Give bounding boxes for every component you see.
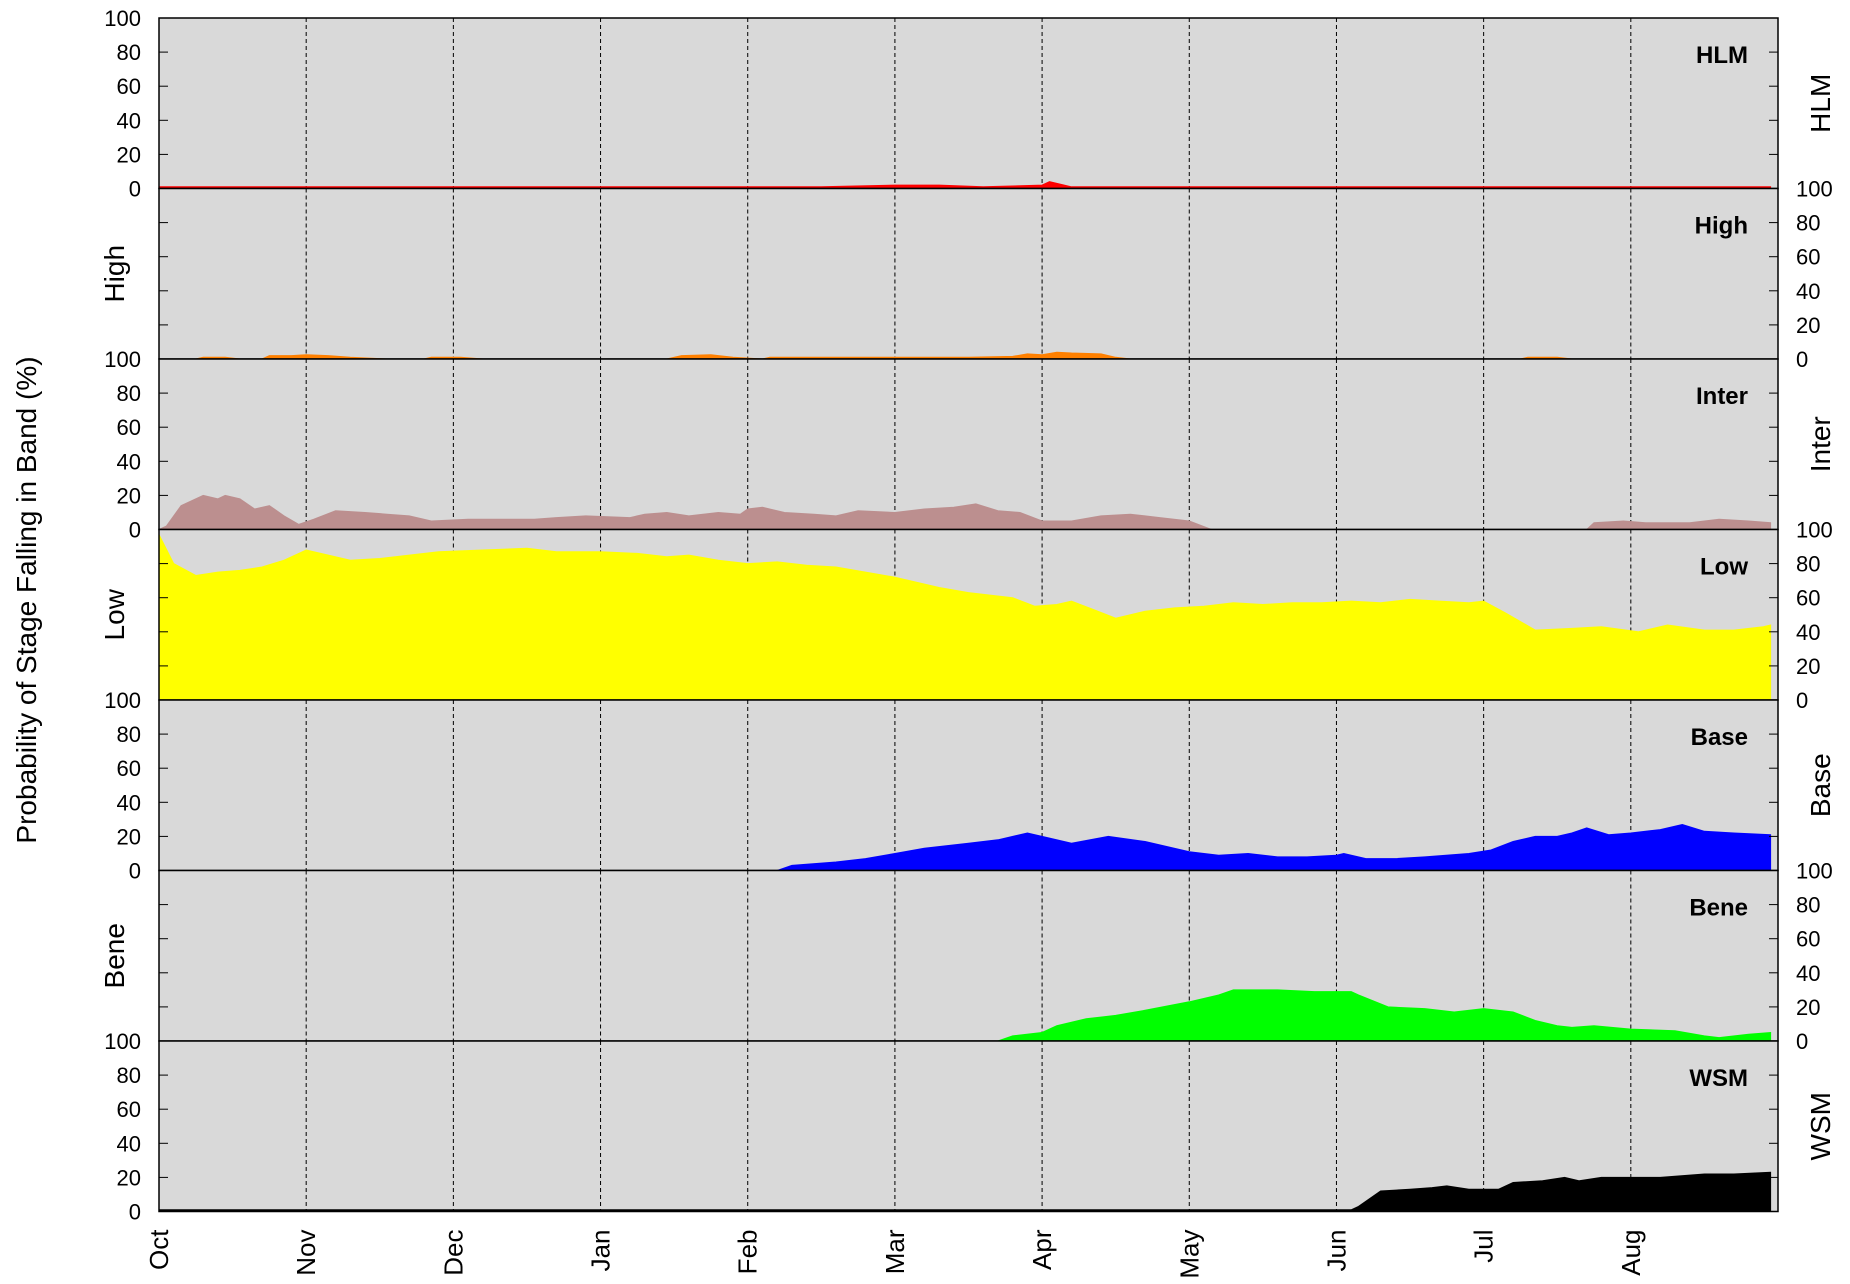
- y-tick-label: 0: [1796, 688, 1808, 713]
- y-tick-label: 0: [1796, 347, 1808, 372]
- y-tick-label: 0: [129, 518, 141, 543]
- panel-side-label: HLM: [1805, 74, 1836, 133]
- panel-low: 0 20 40 60 80 100 Low Low: [99, 518, 1833, 714]
- y-tick-label: 20: [1796, 313, 1820, 338]
- y-tick-label: 100: [1796, 518, 1833, 543]
- panel-frame: [158, 1040, 1779, 1213]
- panel-title: WSM: [1689, 1065, 1748, 1092]
- x-tick-label-mar: Mar: [880, 1229, 910, 1274]
- y-tick-label: 0: [129, 1200, 141, 1225]
- x-tick-label-nov: Nov: [291, 1230, 321, 1276]
- y-tick-label: 20: [117, 824, 141, 849]
- panel-base: 0 20 40 60 80 100 Base Base: [104, 688, 1836, 884]
- y-tick-label: 40: [1796, 620, 1820, 645]
- x-tick-label-dec: Dec: [438, 1230, 468, 1276]
- y-tick-label: 80: [117, 1063, 141, 1088]
- panel-side-label: High: [99, 245, 130, 303]
- x-tick-label-apr: Apr: [1027, 1229, 1057, 1270]
- y-tick-label: 100: [104, 688, 141, 713]
- panel-title: Bene: [1689, 895, 1748, 922]
- panel-background: [159, 870, 1778, 1041]
- y-tick-label: 40: [117, 790, 141, 815]
- panel-wsm: 0 20 40 60 80 100 WSM WSM: [104, 1029, 1836, 1225]
- y-tick-label: 20: [117, 1165, 141, 1190]
- y-axis-title: Probability of Stage Falling in Band (%): [11, 356, 42, 843]
- y-tick-label: 100: [1796, 177, 1833, 202]
- panel-title: Low: [1700, 554, 1748, 581]
- y-tick-label: 80: [117, 381, 141, 406]
- y-tick-label: 100: [104, 347, 141, 372]
- y-tick-label: 0: [129, 859, 141, 884]
- y-tick-label: 100: [104, 6, 141, 31]
- area-series-low: [158, 534, 1772, 701]
- panel-side-label: Bene: [99, 923, 130, 988]
- panel-title: Base: [1691, 724, 1748, 751]
- y-tick-label: 100: [104, 1029, 141, 1054]
- y-tick-label: 60: [117, 74, 141, 99]
- panel-high: 0 20 40 60 80 100 High High: [99, 177, 1833, 373]
- panel-background: [159, 18, 1778, 189]
- y-tick-label: 40: [1796, 961, 1820, 986]
- panel-bene: 0 20 40 60 80 100 Bene Bene: [99, 859, 1833, 1055]
- y-tick-label: 80: [117, 40, 141, 65]
- x-tick-label-feb: Feb: [733, 1230, 763, 1275]
- area-series-bene: [159, 989, 1772, 1042]
- panel-inter: 0 20 40 60 80 100 Inter Inter: [104, 347, 1836, 543]
- y-tick-label: 40: [1796, 279, 1820, 304]
- y-tick-label: 80: [117, 722, 141, 747]
- y-tick-label: 0: [129, 177, 141, 202]
- y-tick-label: 80: [1796, 893, 1820, 918]
- y-tick-label: 80: [1796, 211, 1820, 236]
- y-tick-label: 0: [1796, 1029, 1808, 1054]
- y-tick-label: 20: [117, 483, 141, 508]
- x-tick-label-jun: Jun: [1321, 1230, 1351, 1272]
- x-axis-month-labels: Oct Nov Dec Jan Feb Mar Apr May Jun Jul Aug: [144, 1229, 1646, 1279]
- y-tick-label: 40: [117, 1131, 141, 1156]
- panel-background: [159, 188, 1778, 359]
- y-tick-label: 20: [117, 142, 141, 167]
- panel-side-label: Low: [99, 588, 130, 640]
- y-tick-label: 60: [1796, 586, 1820, 611]
- x-tick-label-oct: Oct: [144, 1229, 174, 1270]
- x-tick-label-may: May: [1174, 1230, 1204, 1279]
- x-tick-label-jan: Jan: [586, 1230, 616, 1272]
- area-series-base: [159, 823, 1772, 871]
- y-tick-label: 60: [117, 756, 141, 781]
- panel-title: Inter: [1696, 383, 1748, 410]
- y-tick-label: 60: [117, 415, 141, 440]
- y-tick-label: 20: [1796, 654, 1820, 679]
- y-tick-label: 40: [117, 108, 141, 133]
- panel-side-label: Base: [1805, 753, 1836, 817]
- panel-title: HLM: [1696, 42, 1748, 69]
- panel-background: [159, 700, 1778, 871]
- panel-background: [159, 359, 1778, 530]
- chart-panels: 0 20 40 60 80 100 HLM HLM 0 20 40 60 80 100 High High 0 2…: [99, 6, 1836, 1225]
- area-series-wsm: [158, 1171, 1772, 1212]
- panel-side-label: Inter: [1805, 416, 1836, 472]
- y-tick-label: 60: [1796, 245, 1820, 270]
- y-tick-label: 100: [1796, 859, 1833, 884]
- panel-side-label: WSM: [1805, 1092, 1836, 1160]
- y-tick-label: 20: [1796, 995, 1820, 1020]
- panel-title: High: [1695, 213, 1748, 240]
- area-series-hlm: [158, 181, 1772, 189]
- y-tick-label: 60: [117, 1097, 141, 1122]
- y-tick-label: 80: [1796, 552, 1820, 577]
- panel-hlm: 0 20 40 60 80 100 HLM HLM: [104, 6, 1836, 202]
- y-tick-label: 60: [1796, 927, 1820, 952]
- panel-background: [159, 1041, 1778, 1212]
- x-tick-label-jul: Jul: [1469, 1230, 1499, 1263]
- x-tick-label-aug: Aug: [1616, 1230, 1646, 1276]
- y-tick-label: 40: [117, 449, 141, 474]
